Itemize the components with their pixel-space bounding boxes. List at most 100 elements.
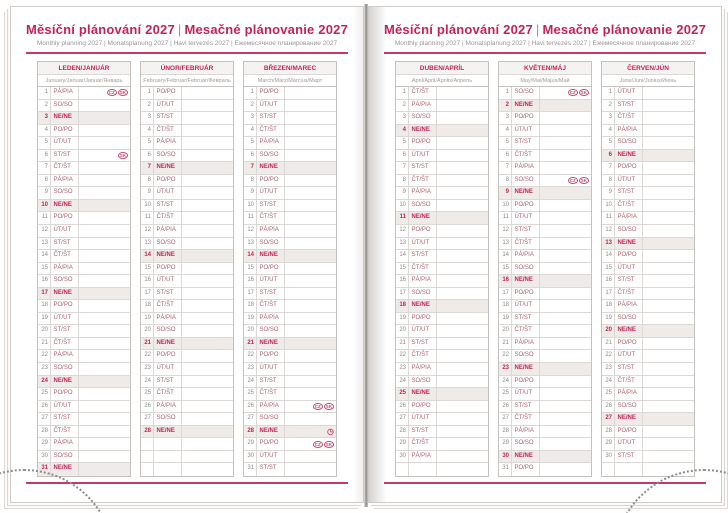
month-name: LEDEN/JANUÁR bbox=[38, 62, 130, 75]
notes-cell bbox=[643, 175, 694, 187]
day-abbrev: ST/ST bbox=[615, 363, 643, 375]
day-abbrev: SO/SO bbox=[512, 174, 540, 187]
day-number bbox=[396, 463, 409, 476]
day-row: 28 ST/ST bbox=[396, 425, 488, 439]
notes-cell bbox=[182, 250, 233, 262]
day-number: 24 bbox=[38, 375, 51, 388]
day-row: 1 ČT/ŠT bbox=[396, 87, 488, 100]
day-abbrev: ST/ST bbox=[257, 463, 285, 476]
notes-cell bbox=[285, 300, 336, 312]
day-abbrev: ÚT/UT bbox=[154, 275, 182, 287]
notes-cell bbox=[79, 125, 130, 137]
day-number: 4 bbox=[602, 124, 615, 137]
notes-cell bbox=[437, 451, 488, 463]
day-number: 16 bbox=[499, 275, 512, 287]
month-name: ČERVEN/JÚN bbox=[602, 62, 694, 75]
notes-cell bbox=[285, 413, 336, 425]
day-abbrev: ČT/ŠT bbox=[512, 149, 540, 162]
cz-holiday-icon: CZ bbox=[106, 89, 117, 97]
day-abbrev: ST/ST bbox=[512, 400, 540, 413]
day-row: 14 PÁ/PIA bbox=[499, 250, 591, 263]
day-abbrev: ÚT/UT bbox=[615, 174, 643, 187]
day-abbrev: PO/PO bbox=[51, 124, 79, 137]
notes-cell bbox=[79, 288, 130, 300]
day-row: 9 ÚT/UT bbox=[244, 187, 336, 200]
notes-cell bbox=[540, 225, 591, 237]
day-number: 17 bbox=[499, 287, 512, 300]
day-abbrev: PO/PO bbox=[615, 162, 643, 174]
day-number: 5 bbox=[244, 137, 257, 149]
notes-cell bbox=[437, 250, 488, 262]
notes-cell: CZ SK bbox=[285, 401, 336, 413]
day-abbrev: SO/SO bbox=[51, 275, 79, 287]
day-number: 14 bbox=[244, 250, 257, 262]
day-number: 30 bbox=[602, 450, 615, 463]
day-abbrev: SO/SO bbox=[615, 400, 643, 413]
notes-cell bbox=[182, 463, 233, 476]
notes-cell bbox=[643, 275, 694, 287]
day-abbrev: PÁ/PIA bbox=[154, 225, 182, 237]
day-number: 12 bbox=[602, 225, 615, 237]
notes-cell bbox=[643, 288, 694, 300]
day-row: 6 SO/SO bbox=[244, 149, 336, 163]
notes-cell bbox=[79, 463, 130, 476]
day-row: 17 SO/SO bbox=[396, 287, 488, 301]
day-abbrev: PO/PO bbox=[257, 174, 285, 187]
day-row: 4 PO/PO bbox=[38, 124, 130, 138]
day-number: 13 bbox=[602, 237, 615, 250]
notes-cell bbox=[540, 288, 591, 300]
notes-cell bbox=[437, 100, 488, 112]
notes-cell bbox=[182, 275, 233, 287]
notes-cell bbox=[643, 325, 694, 337]
day-row: 3 SO/SO bbox=[396, 112, 488, 125]
day-number: 22 bbox=[141, 350, 154, 363]
notes-cell bbox=[79, 376, 130, 388]
day-number: 26 bbox=[602, 400, 615, 413]
day-number: 10 bbox=[244, 199, 257, 212]
day-abbrev: ÚT/UT bbox=[257, 187, 285, 199]
day-number: 29 bbox=[38, 438, 51, 450]
day-number: 12 bbox=[396, 225, 409, 237]
day-number: 26 bbox=[499, 400, 512, 413]
page-subtitle: Monthly planning 2027 | Monatsplanung 20… bbox=[36, 40, 338, 47]
day-abbrev: PO/PO bbox=[257, 438, 285, 450]
day-row: 12 PÁ/PIA bbox=[141, 225, 233, 238]
day-row: 1 PO/PO bbox=[141, 87, 233, 100]
day-abbrev: ÚT/UT bbox=[154, 363, 182, 375]
day-number: 21 bbox=[602, 337, 615, 350]
notes-cell bbox=[182, 426, 233, 438]
month-name: KVĚTEN/MÁJ bbox=[499, 62, 591, 75]
day-row: 17 NE/NE bbox=[38, 287, 130, 301]
day-number: 13 bbox=[499, 237, 512, 250]
day-abbrev: SO/SO bbox=[154, 413, 182, 425]
day-number bbox=[141, 450, 154, 463]
day-number: 15 bbox=[244, 262, 257, 275]
notes-cell bbox=[79, 137, 130, 149]
day-abbrev: ST/ST bbox=[409, 425, 437, 438]
page-title-czech: Měsíční plánování 2027 bbox=[383, 22, 533, 37]
day-number: 1 bbox=[602, 87, 615, 99]
notes-cell bbox=[437, 125, 488, 137]
day-row: 15 ÚT/UT bbox=[602, 262, 694, 276]
day-abbrev: SO/SO bbox=[409, 112, 437, 124]
day-number: 10 bbox=[602, 199, 615, 212]
day-number: 22 bbox=[499, 350, 512, 363]
notes-cell bbox=[285, 87, 336, 99]
notes-cell bbox=[182, 225, 233, 237]
day-number: 3 bbox=[141, 112, 154, 124]
day-row: 7 PÁ/PIA bbox=[499, 162, 591, 175]
day-row: 12 ÚT/UT bbox=[38, 225, 130, 238]
notes-cell bbox=[540, 413, 591, 425]
day-abbrev: ST/ST bbox=[257, 112, 285, 124]
notes-cell bbox=[540, 463, 591, 476]
day-number: 15 bbox=[499, 262, 512, 275]
notes-cell bbox=[540, 150, 591, 162]
day-number: 29 bbox=[602, 438, 615, 450]
notes-cell bbox=[285, 388, 336, 400]
day-abbrev: PO/PO bbox=[409, 137, 437, 149]
day-abbrev: PÁ/PIA bbox=[257, 225, 285, 237]
day-row: 13 ÚT/UT bbox=[396, 237, 488, 251]
notes-cell: SK bbox=[79, 150, 130, 162]
day-number: 20 bbox=[38, 325, 51, 337]
day-abbrev: ČT/ŠT bbox=[154, 212, 182, 225]
